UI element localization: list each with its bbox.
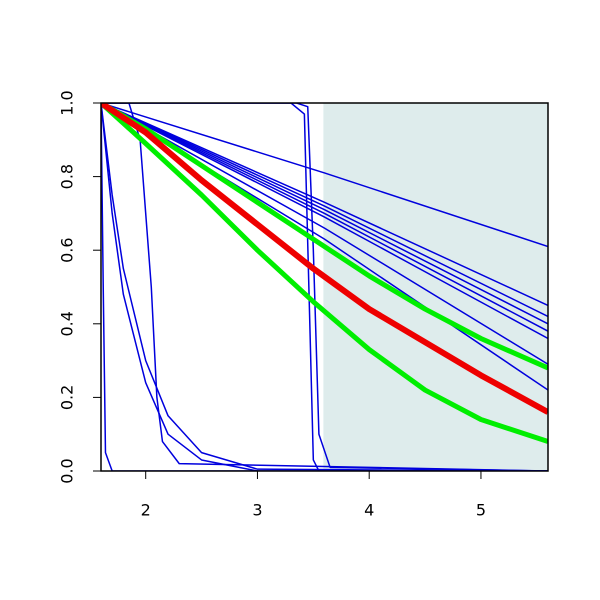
shaded-region — [323, 103, 548, 471]
y-tick-label: 0.0 — [58, 458, 77, 483]
curve — [101, 103, 548, 325]
y-tick-label: 0.6 — [58, 237, 77, 262]
curve — [101, 103, 548, 471]
curve — [101, 103, 548, 471]
curve — [101, 103, 548, 471]
curve — [101, 103, 548, 332]
x-tick-label: 2 — [141, 501, 151, 520]
y-tick-label: 0.8 — [58, 164, 77, 189]
curve — [101, 103, 548, 307]
curve — [101, 103, 548, 318]
y-tick-label: 0.2 — [58, 385, 77, 410]
curve — [101, 103, 548, 340]
x-tick-label: 4 — [364, 501, 374, 520]
curve — [101, 103, 548, 365]
curve — [101, 103, 548, 248]
curve — [101, 103, 548, 415]
x-tick-label: 5 — [476, 501, 486, 520]
plot-frame — [100, 102, 549, 472]
curve — [101, 103, 548, 371]
x-tick-label: 3 — [252, 501, 262, 520]
y-tick-label: 0.4 — [58, 311, 77, 336]
curve — [101, 103, 548, 444]
curve — [101, 103, 548, 471]
y-tick-label: 1.0 — [58, 90, 77, 115]
curve — [101, 103, 548, 471]
plot-area — [101, 103, 548, 471]
